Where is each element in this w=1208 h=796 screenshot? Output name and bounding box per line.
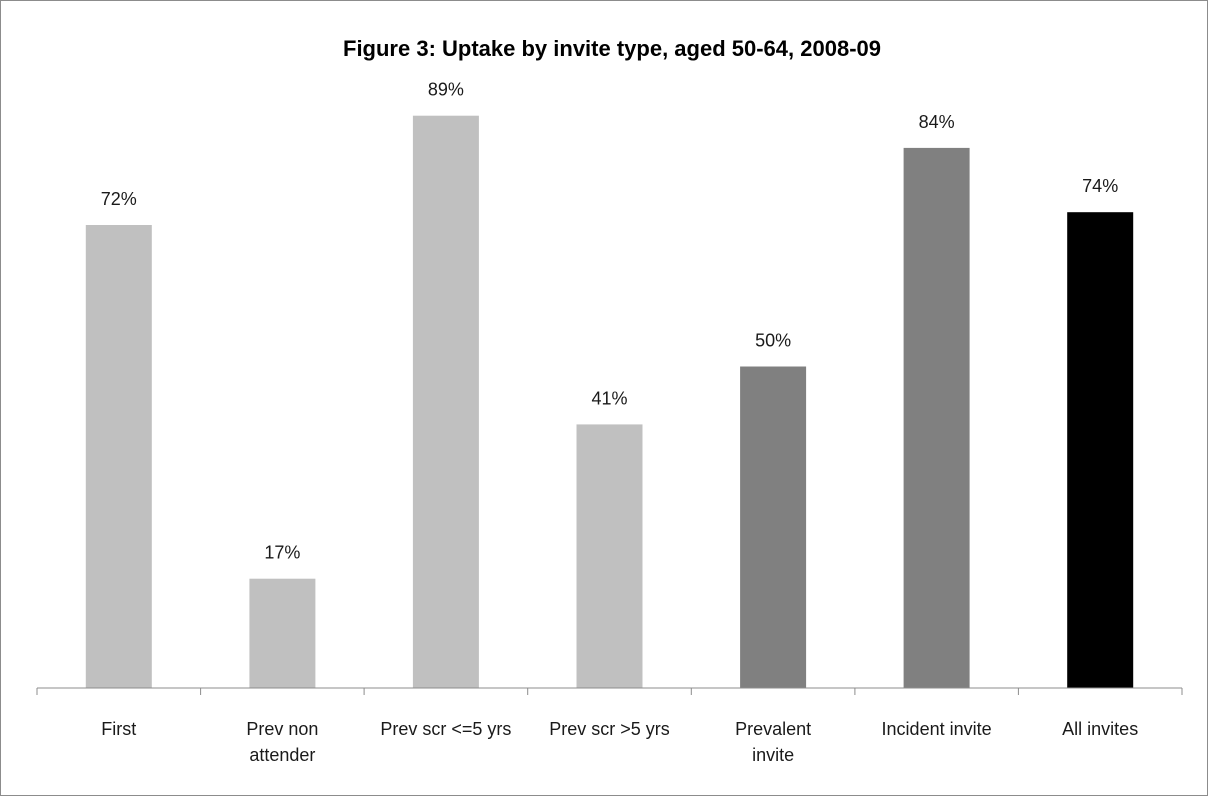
- bars-group: [85, 115, 1134, 688]
- data-label-3: 41%: [591, 388, 627, 408]
- data-label-6: 74%: [1082, 176, 1118, 196]
- data-label-0: 72%: [101, 189, 137, 209]
- bar-2: [412, 115, 479, 688]
- bar-3: [576, 424, 643, 688]
- bar-1: [249, 578, 316, 688]
- bar-4: [740, 366, 807, 688]
- data-label-1: 17%: [264, 543, 300, 563]
- x-tick-label-1: Prev non attender: [246, 719, 318, 765]
- bar-5: [903, 147, 970, 688]
- data-label-2: 89%: [428, 80, 464, 100]
- data-label-5: 84%: [919, 112, 955, 132]
- data-label-4: 50%: [755, 331, 791, 351]
- x-tick-label-5: Incident invite: [882, 719, 992, 739]
- bar-6: [1067, 212, 1134, 688]
- x-tick-label-2: Prev scr <=5 yrs: [380, 719, 511, 739]
- x-tick-label-4: Prevalent invite: [735, 719, 811, 765]
- x-axis: [36, 687, 1183, 695]
- x-tick-labels-group: First Prev non attender Prev scr <=5 yrs Pre…: [101, 719, 1138, 765]
- chart-title: Figure 3: Uptake by invite type, aged 50…: [343, 36, 881, 61]
- x-tick-label-6: All invites: [1062, 719, 1138, 739]
- x-tick-label-0: First: [101, 719, 136, 739]
- x-tick-label-3: Prev scr >5 yrs: [549, 719, 670, 739]
- bar-0: [85, 225, 152, 688]
- data-labels-group: 72% 17% 89% 41% 50% 84% 74%: [101, 80, 1118, 563]
